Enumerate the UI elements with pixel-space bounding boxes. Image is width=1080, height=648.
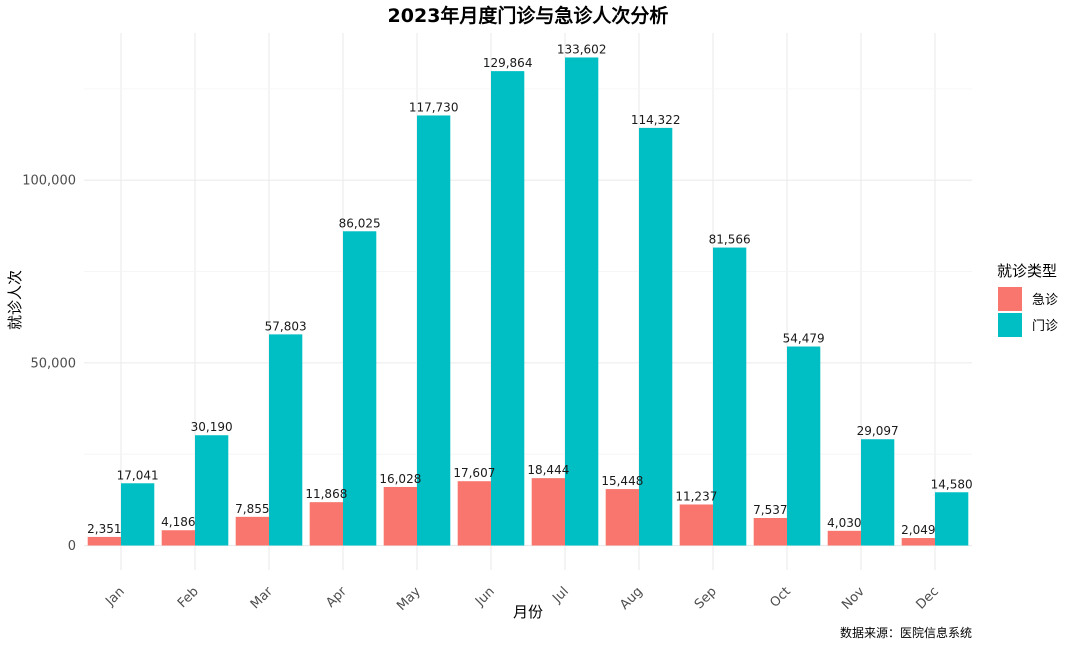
y-tick-label: 50,000 bbox=[31, 356, 77, 371]
data-label-outpatient: 29,097 bbox=[857, 424, 899, 438]
data-label-outpatient: 114,322 bbox=[631, 113, 681, 127]
data-label-emergency: 4,030 bbox=[827, 516, 861, 530]
bar-emergency bbox=[827, 530, 861, 546]
data-label-emergency: 4,186 bbox=[161, 515, 195, 529]
bar-emergency bbox=[457, 481, 491, 546]
x-tick-label: Nov bbox=[839, 584, 868, 613]
bar-outpatient bbox=[565, 57, 599, 546]
x-tick-label: Feb bbox=[175, 584, 202, 611]
bar-emergency bbox=[383, 486, 417, 546]
bar-outpatient bbox=[861, 439, 895, 546]
bar-outpatient bbox=[195, 435, 229, 546]
bar-emergency bbox=[753, 517, 787, 546]
x-tick-label: Jan bbox=[102, 584, 127, 609]
data-label-outpatient: 17,041 bbox=[117, 468, 159, 482]
bar-outpatient bbox=[639, 127, 673, 546]
x-tick-label: Sep bbox=[692, 584, 720, 612]
bar-emergency bbox=[161, 530, 195, 546]
bar-emergency bbox=[679, 504, 713, 546]
y-tick-label: 100,000 bbox=[22, 174, 76, 189]
chart-title: 2023年月度门诊与急诊人次分析 bbox=[388, 4, 669, 27]
caption: 数据来源：医院信息系统 bbox=[840, 625, 972, 640]
bar-emergency bbox=[901, 538, 935, 546]
data-label-emergency: 7,855 bbox=[235, 502, 269, 516]
x-tick-label: Aug bbox=[617, 584, 646, 613]
data-label-emergency: 11,868 bbox=[305, 487, 347, 501]
x-tick-label: Jul bbox=[549, 584, 571, 606]
data-label-emergency: 2,049 bbox=[901, 523, 935, 537]
bar-outpatient bbox=[343, 231, 377, 546]
bar-emergency bbox=[531, 478, 565, 546]
data-label-emergency: 11,237 bbox=[675, 489, 717, 503]
bar-outpatient bbox=[713, 247, 747, 546]
x-tick-label: Dec bbox=[913, 584, 941, 612]
data-label-outpatient: 86,025 bbox=[339, 216, 381, 230]
bars bbox=[87, 57, 969, 546]
legend: 就诊类型 急诊 门诊 bbox=[997, 262, 1058, 337]
y-tick-label: 0 bbox=[68, 539, 76, 554]
x-tick-label: Apr bbox=[323, 584, 350, 611]
legend-swatch-outpatient bbox=[998, 313, 1022, 337]
bar-outpatient bbox=[935, 492, 969, 546]
bar-outpatient bbox=[787, 346, 821, 546]
data-label-outpatient: 57,803 bbox=[265, 319, 307, 333]
data-labels: 2,351 4,186 7,855 11,868 16,028 17,607 18,444 1… bbox=[87, 42, 972, 537]
bar-emergency bbox=[309, 502, 343, 546]
data-label-outpatient: 129,864 bbox=[483, 56, 533, 70]
y-axis-title: 就诊人次 bbox=[6, 270, 24, 330]
bar-outpatient bbox=[121, 483, 155, 546]
data-label-outpatient: 81,566 bbox=[709, 233, 751, 247]
data-label-emergency: 2,351 bbox=[87, 522, 121, 536]
legend-label-outpatient: 门诊 bbox=[1032, 319, 1058, 334]
data-label-outpatient: 30,190 bbox=[191, 420, 233, 434]
x-axis-title: 月份 bbox=[513, 603, 543, 621]
data-label-emergency: 18,444 bbox=[527, 463, 569, 477]
bar-emergency bbox=[235, 516, 269, 546]
x-tick-label: Jun bbox=[472, 584, 498, 610]
bar-emergency bbox=[87, 536, 121, 546]
x-tick-label: Oct bbox=[767, 584, 794, 611]
bar-outpatient bbox=[269, 334, 303, 546]
legend-title: 就诊类型 bbox=[997, 262, 1057, 280]
data-label-outpatient: 133,602 bbox=[557, 42, 607, 56]
legend-swatch-emergency bbox=[998, 287, 1022, 311]
x-tick-label: Mar bbox=[248, 584, 276, 612]
bar-emergency bbox=[605, 489, 639, 546]
legend-label-emergency: 急诊 bbox=[1032, 293, 1058, 308]
data-label-outpatient: 14,580 bbox=[931, 477, 973, 491]
data-label-outpatient: 117,730 bbox=[409, 100, 459, 114]
y-axis-ticks: 0 50,000 100,000 bbox=[22, 174, 76, 554]
data-label-outpatient: 54,479 bbox=[783, 332, 825, 346]
data-label-emergency: 16,028 bbox=[379, 472, 421, 486]
x-tick-label: May bbox=[394, 584, 424, 614]
bar-outpatient bbox=[417, 115, 451, 546]
data-label-emergency: 15,448 bbox=[601, 474, 643, 488]
bar-outpatient bbox=[491, 71, 525, 546]
data-label-emergency: 17,607 bbox=[453, 466, 495, 480]
data-label-emergency: 7,537 bbox=[753, 503, 787, 517]
